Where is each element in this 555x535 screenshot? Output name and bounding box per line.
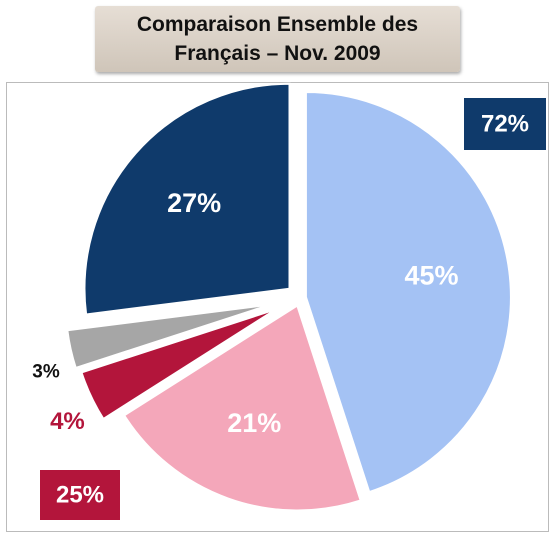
- chart-title: Comparaison Ensemble des Français – Nov.…: [95, 6, 460, 72]
- pie-slice: [122, 303, 362, 512]
- annotation: 25%: [56, 481, 104, 508]
- data-label: 21%: [227, 408, 281, 438]
- data-label: 45%: [404, 260, 458, 290]
- annotation-box: [40, 470, 120, 520]
- pie-slice: [304, 91, 512, 494]
- annotation-box: [464, 98, 546, 150]
- data-label: 27%: [167, 188, 221, 218]
- annotation: 72%: [481, 110, 529, 137]
- pie-slice: [83, 82, 291, 316]
- data-label: 3%: [32, 362, 60, 383]
- data-label: 4%: [50, 408, 85, 435]
- pie-slice: [66, 303, 272, 370]
- pie-slice: [80, 308, 278, 421]
